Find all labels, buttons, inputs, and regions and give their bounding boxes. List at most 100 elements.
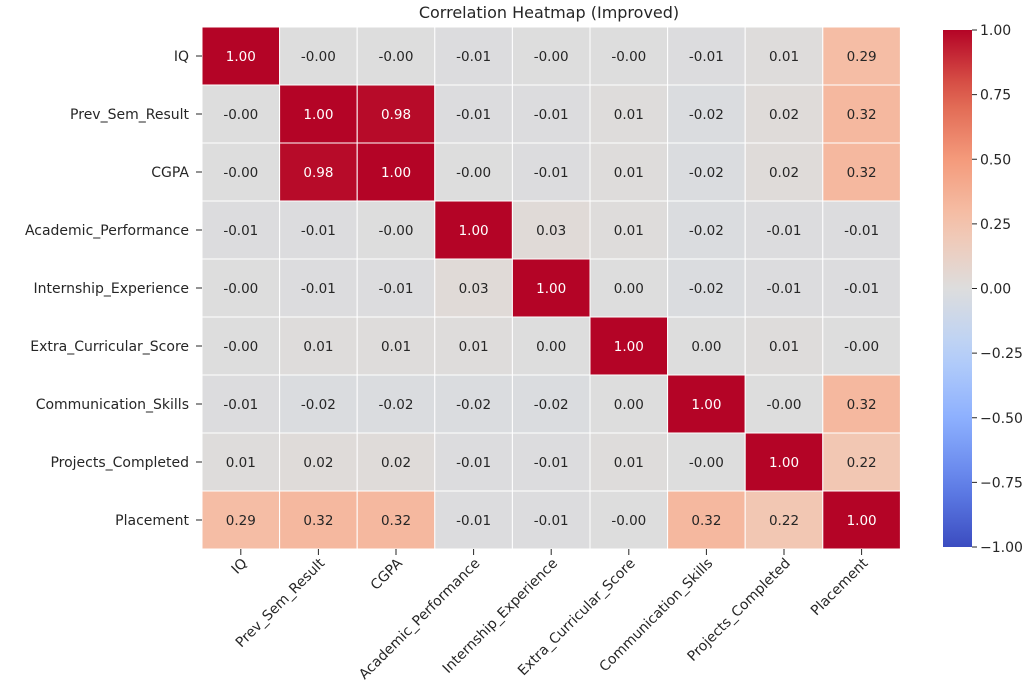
cell-value-label: -0.02 [689,223,724,239]
cell-value-label: -0.02 [456,397,491,413]
x-tick-label: Placement [808,555,872,619]
cell-value-label: -0.00 [534,49,569,65]
cell-value-label: 0.01 [614,223,644,239]
cell-value-label: 0.32 [381,513,411,529]
heatmap-cell [201,374,281,434]
cell-value-label: -0.01 [767,223,802,239]
heatmap-cell [511,490,591,550]
cell-value-label: -0.00 [844,339,879,355]
heatmap-cell [667,142,746,202]
heatmap-cell [667,432,746,492]
cell-value-label: 1.00 [614,339,644,355]
cell-value-label: -0.01 [223,397,258,413]
cell-value-label: -0.01 [223,223,258,239]
cell-value-label: 0.22 [769,513,799,529]
cell-value-label: -0.01 [301,223,336,239]
cell-value-label: 0.01 [769,339,799,355]
cell-value-label: -0.00 [379,49,414,65]
heatmap-cell [201,432,281,492]
cell-value-label: -0.00 [301,49,336,65]
cell-value-label: -0.01 [456,107,491,123]
y-tick-labels: IQ Prev_Sem_Result CGPA Academic_Performanc… [25,49,202,529]
heatmap-cell [434,432,513,492]
cell-value-label: -0.01 [844,281,879,297]
cell-value-label: 1.00 [381,165,411,181]
cell-value-label: -0.01 [689,49,724,65]
heatmap-cell [279,258,358,318]
heatmap-cell [822,200,901,260]
heatmap-cell [201,316,281,376]
cell-value-label: 0.01 [381,339,411,355]
heatmap-cell [201,142,281,202]
heatmap-cells: 1.00 -0.00 -0.00 -0.01 -0.00 -0.00 -0.01 0.01 0.… [201,26,901,550]
cell-value-label: 1.00 [226,49,256,65]
cell-value-label: 0.01 [226,455,256,471]
heatmap-cell [434,490,513,550]
cell-value-label: -0.01 [456,455,491,471]
cell-value-label: -0.00 [223,107,258,123]
chart-title: Correlation Heatmap (Improved) [419,3,679,22]
heatmap-cell [356,26,436,86]
cell-value-label: -0.00 [223,281,258,297]
cell-value-label: 0.00 [614,281,644,297]
colorbar-tick-label: 0.00 [980,282,1011,298]
colorbar: −1.00 −0.75 −0.50 −0.25 0.00 0.25 0.50 0.75 1.00 [943,23,1023,556]
heatmap-cell [356,258,436,318]
heatmap-cell [822,490,901,550]
cell-value-label: 0.01 [769,49,799,65]
cell-value-label: 0.29 [847,49,877,65]
heatmap-cell [744,84,824,144]
cell-value-label: 0.22 [847,455,877,471]
cell-value-label: -0.01 [534,513,569,529]
cell-value-label: 0.02 [381,455,411,471]
y-tick-label: Prev_Sem_Result [70,107,189,123]
cell-value-label: 0.03 [536,223,566,239]
y-tick-label: Academic_Performance [25,223,189,239]
heatmap-cell [511,374,591,434]
heatmap-cell [201,258,281,318]
colorbar-tick-label: 0.75 [980,88,1011,104]
heatmap-cell [511,432,591,492]
heatmap-cell [589,432,669,492]
cell-value-label: 0.32 [847,165,877,181]
cell-value-label: 0.98 [303,165,333,181]
heatmap-cell [434,142,513,202]
cell-value-label: 0.01 [614,455,644,471]
cell-value-label: 0.29 [226,513,256,529]
cell-value-label: -0.00 [611,49,646,65]
cell-value-label: -0.01 [379,281,414,297]
cell-value-label: -0.00 [456,165,491,181]
heatmap-cell [279,142,358,202]
cell-value-label: 0.01 [614,165,644,181]
heatmap-cell [356,84,436,144]
heatmap-cell [511,84,591,144]
cell-value-label: -0.02 [689,107,724,123]
y-tick-label: Communication_Skills [36,397,189,413]
y-tick-label: Extra_Curricular_Score [30,339,189,355]
heatmap-cell [589,316,669,376]
cell-value-label: 1.00 [691,397,721,413]
cell-value-label: 1.00 [459,223,489,239]
cell-value-label: -0.01 [534,107,569,123]
heatmap-cell [279,26,358,86]
heatmap-cell [279,490,358,550]
heatmap-cell [511,142,591,202]
cell-value-label: 0.01 [303,339,333,355]
heatmap-cell [201,84,281,144]
cell-value-label: -0.00 [223,165,258,181]
colorbar-tick-label: −0.50 [980,411,1023,427]
colorbar-gradient [943,30,972,547]
colorbar-tick-label: 0.50 [980,152,1011,168]
heatmap-cell [434,26,513,86]
cell-value-label: -0.01 [456,49,491,65]
heatmap-cell [822,258,901,318]
cell-value-label: -0.00 [689,455,724,471]
cell-value-label: 0.32 [847,107,877,123]
cell-value-label: -0.01 [456,513,491,529]
cell-value-label: 0.02 [303,455,333,471]
heatmap-cell [667,490,746,550]
heatmap-cell [589,258,669,318]
y-tick-label: Projects_Completed [50,455,189,471]
heatmap-cell [279,316,358,376]
